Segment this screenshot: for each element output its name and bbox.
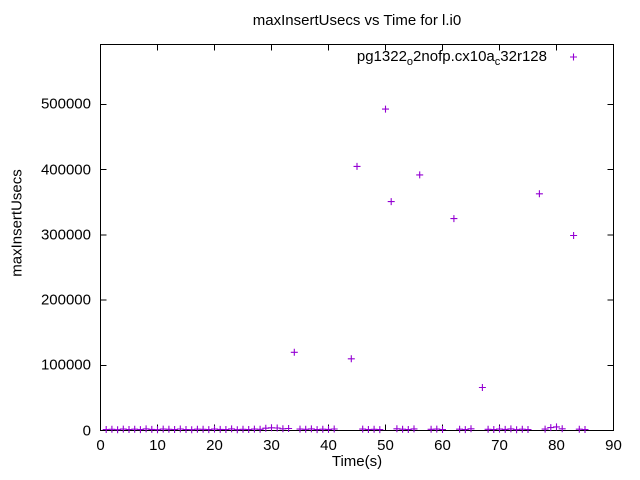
y-tick-label: 100000 bbox=[40, 356, 91, 374]
x-tick-label: 40 bbox=[320, 437, 337, 454]
x-tick-label: 30 bbox=[263, 437, 280, 454]
y-tick-label: 500000 bbox=[40, 95, 91, 113]
legend-plus-marker-icon bbox=[570, 53, 577, 61]
x-tick-label: 0 bbox=[96, 437, 105, 454]
x-tick-label: 10 bbox=[149, 437, 166, 454]
legend-text-segment: pg1322 bbox=[356, 48, 407, 65]
legend-text-segment: 2nofp.cx10a bbox=[413, 48, 495, 65]
x-tick-label: 90 bbox=[605, 437, 622, 454]
y-tick-label: 300000 bbox=[40, 226, 91, 244]
legend-label: pg1322o2nofp.cx10ac32r128 bbox=[356, 48, 547, 68]
y-axis-label: maxInsertUsecs bbox=[8, 169, 26, 277]
y-tick-label: 200000 bbox=[40, 291, 91, 309]
x-tick-label: 80 bbox=[548, 437, 565, 454]
axis-ticks bbox=[100, 44, 614, 431]
x-tick-label: 50 bbox=[377, 437, 394, 454]
x-tick-label: 70 bbox=[491, 437, 508, 454]
x-tick-label: 60 bbox=[434, 437, 451, 454]
scatter-points bbox=[102, 105, 589, 434]
chart-title: maxInsertUsecs vs Time for l.i0 bbox=[252, 12, 462, 29]
x-tick-label: 20 bbox=[206, 437, 223, 454]
y-tick-label: 400000 bbox=[40, 161, 91, 179]
plot-border bbox=[100, 44, 614, 431]
legend-subscript: c bbox=[494, 56, 501, 68]
legend-subscript: o bbox=[406, 56, 414, 68]
y-tick-label: 0 bbox=[82, 422, 91, 439]
legend-text-segment: 32r128 bbox=[500, 48, 547, 65]
x-axis-label: Time(s) bbox=[331, 453, 383, 470]
